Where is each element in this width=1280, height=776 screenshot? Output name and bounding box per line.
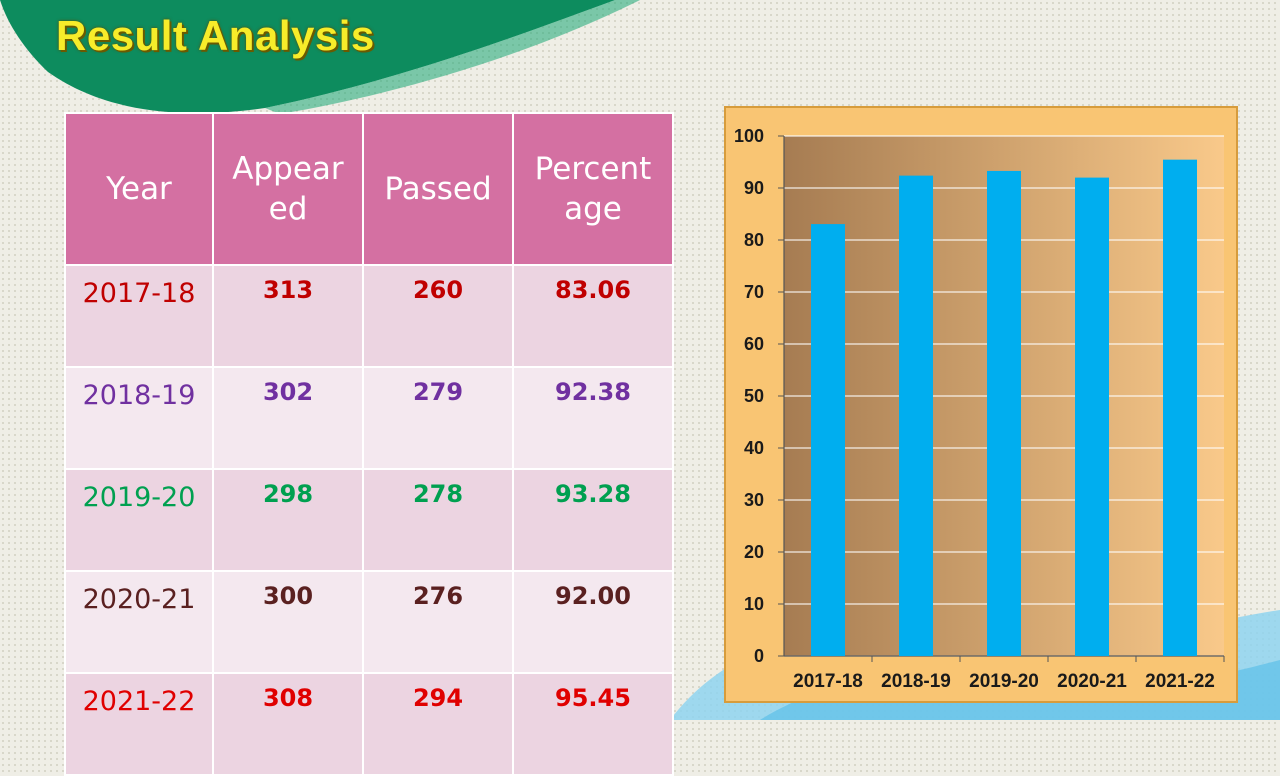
cell-year: 2018-19 [64,366,214,470]
table-body: 2017-18 313 260 83.06 2018-19 302 279 92.38 2019… [64,264,674,776]
cell-passed: 260 [362,264,514,368]
x-tick-label: 2019-20 [969,671,1039,692]
column-header-percentage: Percent age [512,112,674,266]
header-text: Year [106,170,172,207]
x-tick-label: 2020-21 [1057,671,1127,692]
chart-canvas: 0 10 20 30 40 50 60 70 80 90 100 2017-18 2018-19 2019… [734,126,1225,692]
bar [987,170,1021,656]
table-row: 2019-20 298 278 93.28 [64,468,674,572]
cell-percentage: 95.45 [512,672,674,776]
header-text: ed [268,191,308,227]
header-text: Passed [384,170,492,207]
cell-passed: 279 [362,366,514,470]
y-tick-label: 50 [744,386,764,406]
x-tick-label: 2017-18 [793,671,863,692]
bar [811,224,845,656]
cell-year: 2019-20 [64,468,214,572]
cell-appeared: 298 [212,468,364,572]
cell-year: 2020-21 [64,570,214,674]
cell-percentage: 92.00 [512,570,674,674]
result-table: Year Appear ed Passed Percent age 2017-18 313 2… [64,112,674,776]
table-row: 2021-22 308 294 95.45 [64,672,674,776]
y-tick-label: 70 [744,282,764,302]
x-tick-label: 2021-22 [1145,671,1215,692]
cell-appeared: 308 [212,672,364,776]
page-title: Result Analysis [56,12,375,59]
cell-passed: 294 [362,672,514,776]
bar [1075,177,1109,656]
y-tick-label: 40 [744,438,764,458]
table-row: 2017-18 313 260 83.06 [64,264,674,368]
column-header-year: Year [64,112,214,266]
title-banner [0,0,640,114]
cell-percentage: 93.28 [512,468,674,572]
header-text: Percent [534,150,652,187]
column-header-passed: Passed [362,112,514,266]
cell-passed: 276 [362,570,514,674]
cell-appeared: 313 [212,264,364,368]
bar [899,175,933,656]
table-row: 2020-21 300 276 92.00 [64,570,674,674]
y-tick-label: 10 [744,594,764,614]
header-text: age [564,191,622,227]
table-row: 2018-19 302 279 92.38 [64,366,674,470]
table-header-row: Year Appear ed Passed Percent age [64,112,674,266]
cell-percentage: 92.38 [512,366,674,470]
column-header-appeared: Appear ed [212,112,364,266]
y-tick-label: 90 [744,178,764,198]
x-tick-label: 2018-19 [881,671,951,692]
header-text: Appear [232,150,344,187]
y-tick-label: 100 [734,126,764,146]
cell-year: 2017-18 [64,264,214,368]
cell-appeared: 300 [212,570,364,674]
bar-chart: 0 10 20 30 40 50 60 70 80 90 100 2017-18 2018-19 2019… [724,106,1238,703]
y-tick-label: 60 [744,334,764,354]
cell-percentage: 83.06 [512,264,674,368]
y-tick-label: 30 [744,490,764,510]
cell-year: 2021-22 [64,672,214,776]
y-tick-label: 20 [744,542,764,562]
y-tick-label: 0 [754,646,764,666]
cell-appeared: 302 [212,366,364,470]
y-tick-label: 80 [744,230,764,250]
bar [1163,159,1197,656]
cell-passed: 278 [362,468,514,572]
